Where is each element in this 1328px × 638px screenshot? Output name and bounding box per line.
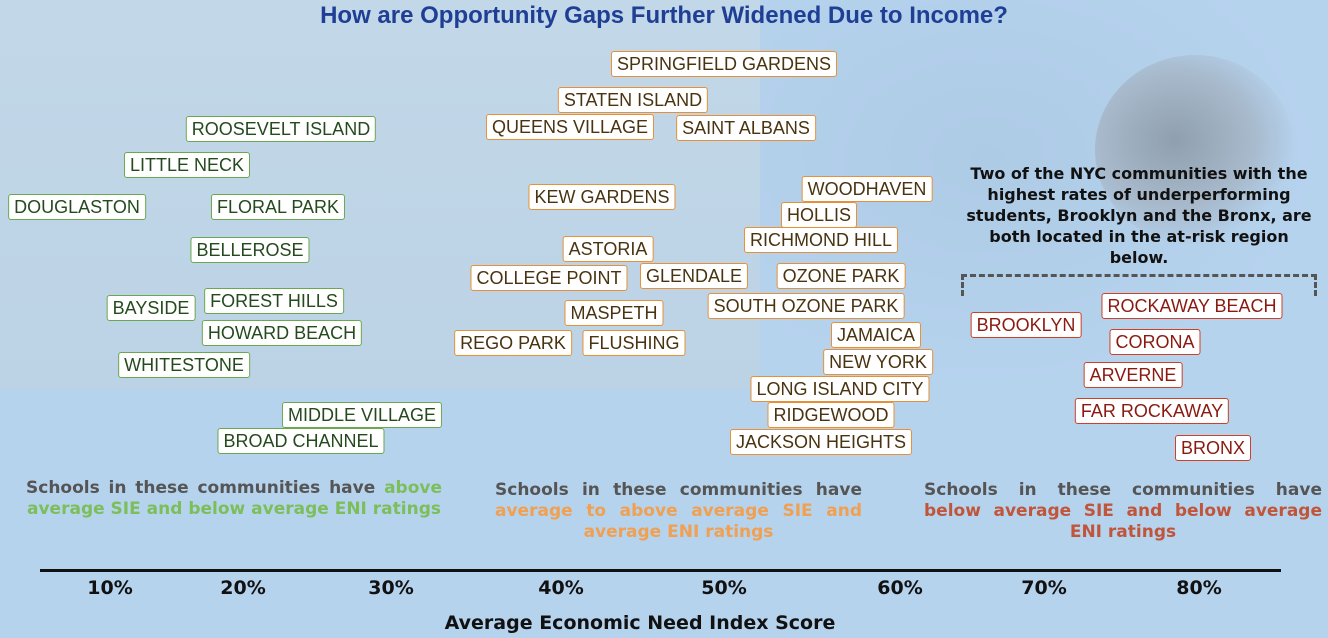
community-label: FLUSHING [582,330,686,356]
at-risk-bracket [961,274,1317,296]
community-label: SPRINGFIELD GARDENS [610,51,838,77]
region-description-prefix: Schools in these communities have [924,480,1322,500]
community-label: SOUTH OZONE PARK [707,293,905,319]
community-label: BELLEROSE [190,237,310,263]
community-label: RICHMOND HILL [743,227,899,253]
x-tick-label: 10% [87,577,133,599]
community-label: RIDGEWOOD [767,402,895,428]
community-label: BROAD CHANNEL [217,428,385,454]
community-label: JACKSON HEIGHTS [729,429,913,455]
community-label: JAMAICA [830,322,922,348]
region-description-highlight: below average SIE and below average ENI … [924,501,1322,542]
at-risk-annotation: Two of the NYC communities with the high… [966,164,1312,267]
community-label: COLLEGE POINT [470,265,628,291]
x-tick-label: 40% [538,577,584,599]
x-tick-label: 60% [877,577,923,599]
region-description-prefix: Schools in these communities have [495,480,862,500]
region-description-highlight: above average SIE and below average ENI … [27,478,442,519]
community-label: ARVERNE [1083,362,1183,388]
x-tick-label: 70% [1021,577,1067,599]
community-label: DOUGLASTON [8,194,146,220]
community-label: BROOKLYN [970,312,1082,338]
community-label: REGO PARK [454,330,572,356]
x-tick-label: 50% [701,577,747,599]
x-axis-label: Average Economic Need Index Score [444,612,836,634]
region-description-highlight: average to above average SIE and average… [495,501,862,542]
region-description-green: Schools in these communities have above … [26,478,442,520]
region-description-red: Schools in these communities have below … [924,480,1322,543]
community-label: BRONX [1174,435,1252,461]
community-label: STATEN ISLAND [557,87,709,113]
community-label: LITTLE NECK [123,152,251,178]
community-label: CORONA [1109,329,1201,355]
region-description-orange: Schools in these communities have averag… [495,480,862,543]
community-label: MASPETH [564,300,664,326]
community-label: BAYSIDE [106,295,196,321]
community-label: WHITESTONE [118,352,250,378]
x-tick-label: 30% [368,577,414,599]
chart-title: How are Opportunity Gaps Further Widened… [320,2,1008,29]
x-tick-label: 20% [220,577,266,599]
community-label: MIDDLE VILLAGE [281,402,443,428]
community-label: WOODHAVEN [801,176,933,202]
community-label: ROOSEVELT ISLAND [185,116,377,142]
community-label: FAR ROCKAWAY [1074,398,1230,424]
community-label: KEW GARDENS [528,184,676,210]
community-label: FLORAL PARK [210,194,346,220]
community-label: FOREST HILLS [204,288,344,314]
community-label: OZONE PARK [776,263,906,289]
community-label: SAINT ALBANS [676,115,816,141]
community-label: ROCKAWAY BEACH [1101,293,1283,319]
community-label: LONG ISLAND CITY [750,376,930,402]
community-label: ASTORIA [562,236,654,262]
community-label: GLENDALE [639,263,749,289]
community-label: HOLLIS [780,202,858,228]
dark-shadow-shape [1095,55,1295,245]
region-description-prefix: Schools in these communities have [26,478,376,498]
x-axis-line [40,569,1281,572]
community-label: QUEENS VILLAGE [485,114,655,140]
community-label: HOWARD BEACH [201,320,363,346]
x-tick-label: 80% [1176,577,1222,599]
community-label: NEW YORK [823,349,933,375]
